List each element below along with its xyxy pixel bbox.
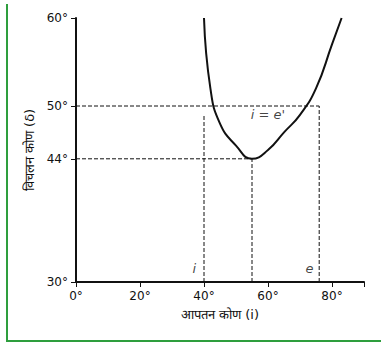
svg-text:60°: 60° [47, 11, 68, 25]
svg-text:e: e [306, 261, 314, 276]
svg-text:80°: 80° [321, 289, 342, 303]
svg-text:i: i [193, 261, 197, 276]
svg-text:50°: 50° [47, 99, 68, 113]
svg-text:20°: 20° [129, 289, 150, 303]
svg-text:i = e': i = e' [251, 107, 285, 122]
svg-text:विचलन कोण (δ): विचलन कोण (δ) [22, 109, 37, 191]
svg-text:आपतन कोण (i): आपतन कोण (i) [181, 307, 259, 322]
svg-text:0°: 0° [69, 289, 83, 303]
svg-text:40°: 40° [193, 289, 214, 303]
svg-text:44°: 44° [47, 152, 68, 166]
svg-text:30°: 30° [47, 275, 68, 289]
svg-text:60°: 60° [257, 289, 278, 303]
